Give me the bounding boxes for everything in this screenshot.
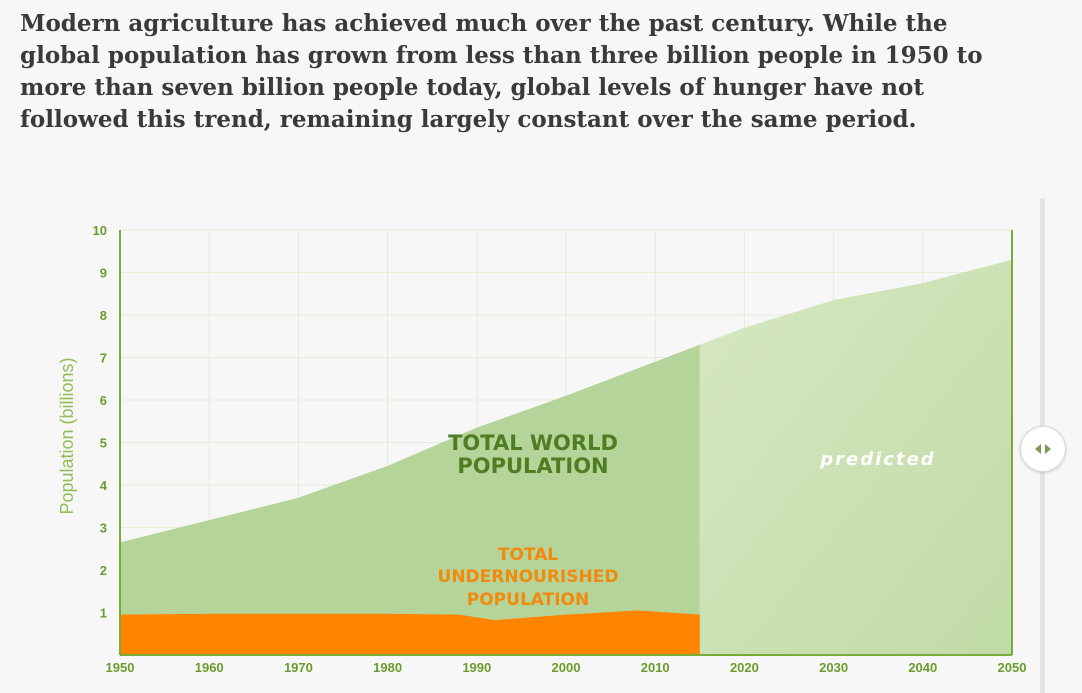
comparison-slider-handle[interactable] — [1020, 426, 1066, 472]
undernourished-area — [120, 610, 700, 655]
y-tick-7: 7 — [100, 351, 107, 366]
undernourished-label-line3: POPULATION — [467, 590, 589, 610]
predicted-label: predicted — [819, 449, 935, 470]
x-tick-2020: 2020 — [730, 660, 759, 675]
world-population-area — [120, 344, 700, 655]
x-tick-1950: 1950 — [106, 660, 135, 675]
undernourished-label-line2: UNDERNOURISHED — [438, 567, 619, 587]
y-tick-6: 6 — [100, 393, 107, 408]
intro-paragraph: Modern agriculture has achieved much ove… — [20, 10, 983, 133]
y-tick-9: 9 — [100, 266, 107, 281]
area-layer — [120, 259, 1012, 655]
y-tick-4: 4 — [100, 478, 108, 493]
x-tick-2000: 2000 — [552, 660, 581, 675]
world-population-label-line1: TOTAL WORLD — [448, 431, 618, 455]
x-tick-2010: 2010 — [641, 660, 670, 675]
y-tick-1: 1 — [100, 606, 107, 621]
world-population-label-line2: POPULATION — [457, 454, 608, 478]
x-tick-2030: 2030 — [819, 660, 848, 675]
arrow-right-icon — [1045, 444, 1051, 454]
undernourished-label-line1: TOTAL — [498, 545, 558, 565]
y-axis-title: Population (billions) — [57, 357, 77, 514]
world-population-predicted-area — [699, 259, 1012, 655]
x-tick-1960: 1960 — [195, 660, 224, 675]
tick-labels: 1 2 3 4 5 6 7 8 9 10 1950 1960 1970 1980 1990 2000 2010 2… — [93, 223, 1027, 675]
y-tick-10: 10 — [93, 223, 107, 238]
arrow-left-icon — [1035, 444, 1041, 454]
y-tick-2: 2 — [100, 563, 107, 578]
x-tick-1970: 1970 — [284, 660, 313, 675]
x-tick-1980: 1980 — [373, 660, 402, 675]
y-tick-3: 3 — [100, 521, 107, 536]
axes — [119, 230, 1013, 656]
y-tick-5: 5 — [100, 436, 107, 451]
x-tick-1990: 1990 — [462, 660, 491, 675]
y-tick-8: 8 — [100, 308, 107, 323]
x-tick-2050: 2050 — [998, 660, 1027, 675]
x-tick-2040: 2040 — [908, 660, 937, 675]
